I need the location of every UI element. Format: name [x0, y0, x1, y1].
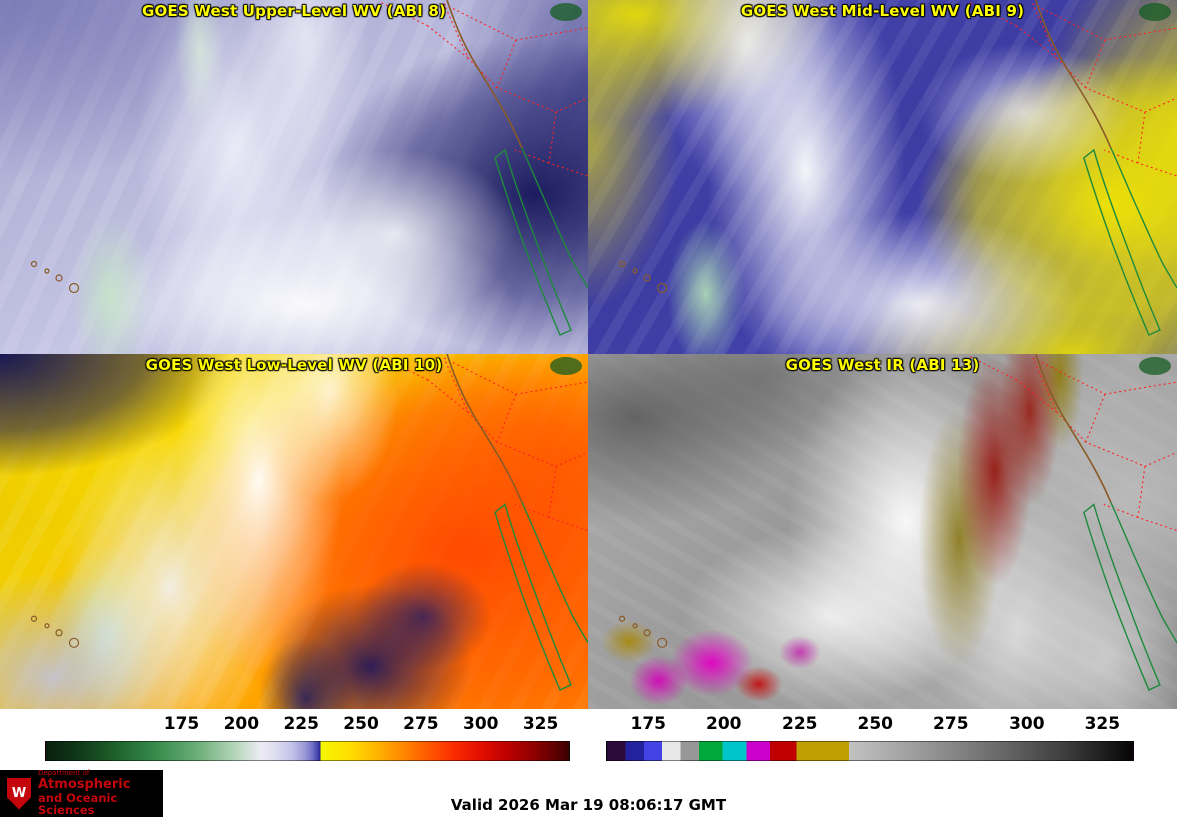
panel-title: GOES West Upper-Level WV (ABI 8): [141, 2, 447, 20]
panel-upper-level-wv: GOES West Upper-Level WV (ABI 8): [0, 0, 588, 354]
tick-label: 325: [1084, 714, 1121, 734]
satellite-quad-grid: GOES West Upper-Level WV (ABI 8) GOES We…: [0, 0, 1177, 709]
logo-text: Department of Atmospheric and Oceanic Sc…: [38, 769, 163, 818]
tick-label: 275: [933, 714, 969, 734]
panel-title: GOES West IR (ABI 13): [785, 356, 980, 374]
ir-colorbar: [606, 741, 1134, 761]
tick-label: 175: [163, 714, 200, 734]
map-overlay: [30, 0, 588, 336]
panel-title: GOES West Mid-Level WV (ABI 9): [740, 2, 1025, 20]
ir-tick-labels: 175 200 225 250 275 300 325: [606, 711, 1134, 741]
logo-atmospheric: Atmospheric: [38, 776, 131, 792]
wv-scale: 175 200 225 250 275 300 325: [0, 709, 588, 769]
wv-tick-labels: 175 200 225 250 275 300 325: [45, 711, 570, 741]
panel-mid-level-wv: GOES West Mid-Level WV (ABI 9): [588, 0, 1177, 354]
tick-label: 225: [283, 714, 319, 734]
tick-label: 225: [782, 714, 818, 734]
tick-label: 300: [1009, 714, 1045, 734]
tick-label: 275: [403, 714, 439, 734]
tick-label: 175: [630, 714, 666, 734]
crest-letter: W: [11, 786, 27, 801]
valid-time: Valid 2026 Mar 19 08:06:17 GMT: [450, 796, 727, 814]
panel-low-level-wv: GOES West Low-Level WV (ABI 10): [0, 354, 588, 709]
map-overlay: [618, 0, 1177, 336]
uw-aos-logo: W Department of Atmospheric and Oceanic …: [0, 770, 163, 817]
colorbar-scales: 175 200 225 250 275 300 325 175 200 225 …: [0, 709, 1177, 769]
tick-label: 250: [857, 714, 894, 734]
tick-label: 325: [522, 714, 559, 734]
panel-title: GOES West Low-Level WV (ABI 10): [145, 356, 443, 374]
tick-label: 300: [463, 714, 499, 734]
logo-dept-line: Department of: [38, 769, 90, 778]
tick-label: 250: [343, 714, 379, 734]
map-overlay: [30, 354, 588, 691]
tick-label: 200: [223, 714, 260, 734]
footer: W Department of Atmospheric and Oceanic …: [0, 769, 1177, 820]
tick-label: 200: [705, 714, 742, 734]
panel-ir: GOES West IR (ABI 13): [588, 354, 1177, 709]
wv-colorbar: [45, 741, 570, 761]
ir-scale: 175 200 225 250 275 300 325: [588, 709, 1177, 769]
logo-oceanic: and Oceanic Sciences: [38, 790, 118, 818]
map-overlay: [618, 354, 1177, 691]
